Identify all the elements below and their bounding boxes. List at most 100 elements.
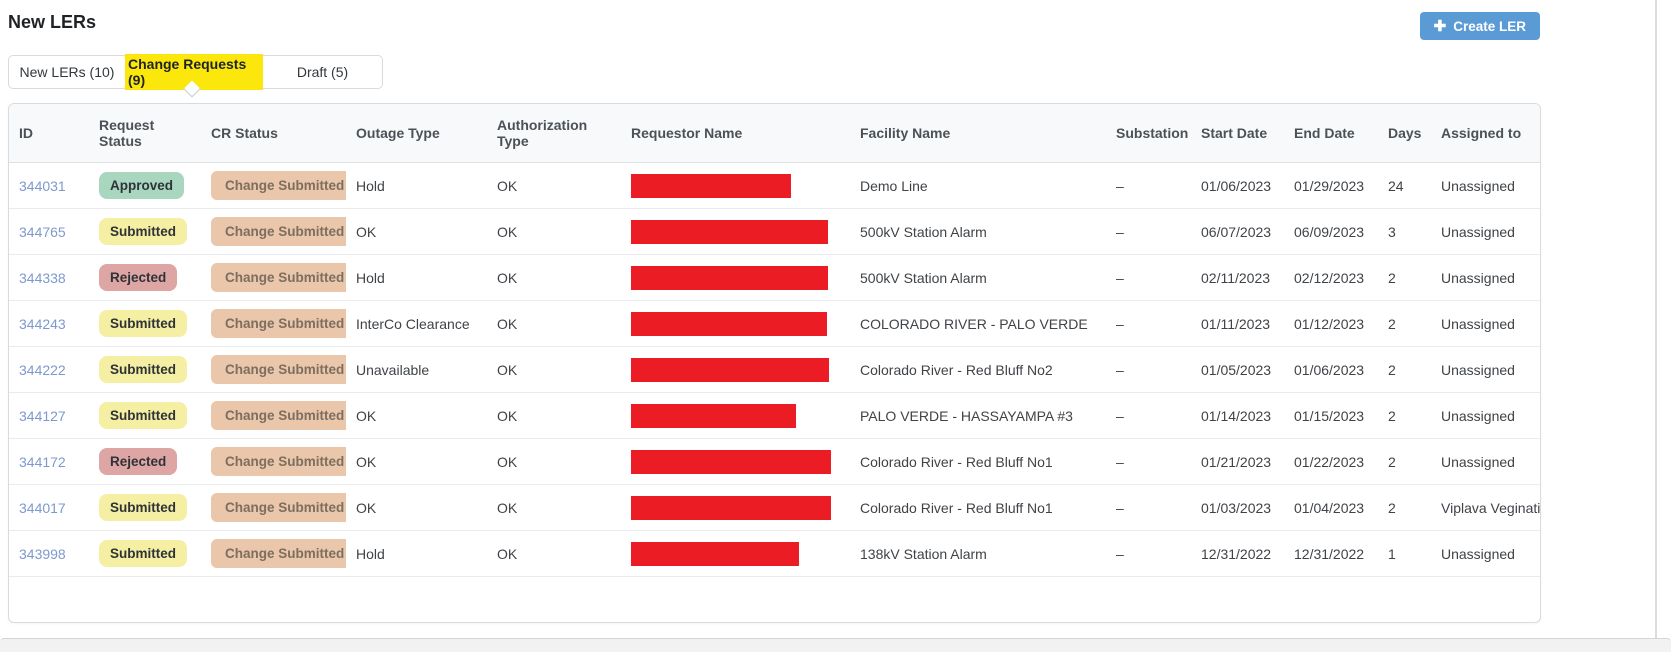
facility-name-cell: 138kV Station Alarm (850, 530, 1106, 577)
days-cell: 3 (1378, 208, 1431, 255)
table-row: 344127 Submitted Change Submitted OK OK … (9, 392, 1540, 439)
assigned-to-cell: Unassigned (1431, 208, 1540, 255)
facility-name-cell: 500kV Station Alarm (850, 208, 1106, 255)
tab-draft-label: Draft (5) (296, 64, 349, 80)
outage-type-cell: Hold (346, 162, 487, 209)
table-row: 344222 Submitted Change Submitted Unavai… (9, 346, 1540, 393)
col-header-start-date: Start Date (1191, 104, 1284, 163)
outage-type-cell: OK (346, 392, 487, 439)
assigned-to-cell: Unassigned (1431, 300, 1540, 347)
request-status-badge: Submitted (99, 310, 187, 337)
col-header-cr-status: CR Status (201, 104, 346, 163)
end-date-cell: 01/06/2023 (1284, 346, 1378, 393)
outage-type-cell: Unavailable (346, 346, 487, 393)
ler-id-link[interactable]: 344031 (19, 177, 66, 194)
change-requests-table: ID Request Status CR Status Outage Type … (9, 104, 1540, 577)
end-date-cell: 12/31/2022 (1284, 530, 1378, 577)
cr-status-badge: Change Submitted (211, 309, 346, 338)
requestor-name-redaction (631, 449, 831, 474)
table-row: 344031 Approved Change Submitted Hold OK… (9, 162, 1540, 209)
ler-id-link[interactable]: 344017 (19, 499, 66, 516)
plus-icon: ✚ (1433, 17, 1447, 35)
table-row: 344338 Rejected Change Submitted Hold OK… (9, 254, 1540, 301)
authorization-type-cell: OK (487, 346, 621, 393)
days-cell: 2 (1378, 254, 1431, 301)
col-header-facility-name: Facility Name (850, 104, 1106, 163)
facility-name-cell: COLORADO RIVER - PALO VERDE (850, 300, 1106, 347)
requestor-name-redaction (631, 495, 831, 520)
tab-draft[interactable]: Draft (5) (263, 56, 382, 88)
requestor-name-redaction (631, 541, 799, 566)
requestor-name-redaction (631, 219, 828, 244)
days-cell: 2 (1378, 392, 1431, 439)
requestor-name-redaction (631, 403, 796, 428)
table-row: 344243 Submitted Change Submitted InterC… (9, 300, 1540, 347)
ler-id-link[interactable]: 344243 (19, 315, 66, 332)
request-status-badge: Submitted (99, 540, 187, 567)
col-header-days: Days (1378, 104, 1431, 163)
ler-id-link[interactable]: 343998 (19, 545, 66, 562)
ler-id-link[interactable]: 344222 (19, 361, 66, 378)
substation-cell: – (1106, 392, 1191, 439)
assigned-to-cell: Unassigned (1431, 438, 1540, 485)
outage-type-cell: InterCo Clearance (346, 300, 487, 347)
request-status-badge: Rejected (99, 448, 178, 475)
substation-cell: – (1106, 346, 1191, 393)
outage-type-cell: Hold (346, 254, 487, 301)
outage-type-cell: Hold (346, 530, 487, 577)
end-date-cell: 01/29/2023 (1284, 162, 1378, 209)
ler-id-link[interactable]: 344765 (19, 223, 66, 240)
ler-id-link[interactable]: 344127 (19, 407, 66, 424)
cr-status-badge: Change Submitted (211, 493, 346, 522)
col-header-id: ID (9, 104, 89, 163)
start-date-cell: 01/03/2023 (1191, 484, 1284, 531)
cr-status-badge: Change Submitted (211, 217, 346, 246)
cr-status-badge: Change Submitted (211, 539, 346, 568)
request-status-badge: Submitted (99, 356, 187, 383)
days-cell: 1 (1378, 530, 1431, 577)
table-row: 344017 Submitted Change Submitted OK OK … (9, 484, 1540, 531)
outage-type-cell: OK (346, 208, 487, 255)
days-cell: 2 (1378, 484, 1431, 531)
col-header-requestor-name: Requestor Name (621, 104, 850, 163)
substation-cell: – (1106, 438, 1191, 485)
end-date-cell: 01/22/2023 (1284, 438, 1378, 485)
assigned-to-cell: Unassigned (1431, 346, 1540, 393)
requestor-name-redaction (631, 265, 828, 290)
end-date-cell: 01/04/2023 (1284, 484, 1378, 531)
ler-id-link[interactable]: 344338 (19, 269, 66, 286)
start-date-cell: 12/31/2022 (1191, 530, 1284, 577)
col-header-outage-type: Outage Type (346, 104, 487, 163)
substation-cell: – (1106, 254, 1191, 301)
facility-name-cell: PALO VERDE - HASSAYAMPA #3 (850, 392, 1106, 439)
outage-type-cell: OK (346, 438, 487, 485)
requestor-name-redaction (631, 357, 829, 382)
create-ler-button[interactable]: ✚ Create LER (1419, 12, 1540, 40)
facility-name-cell: Colorado River - Red Bluff No1 (850, 484, 1106, 531)
facility-name-cell: 500kV Station Alarm (850, 254, 1106, 301)
ler-id-link[interactable]: 344172 (19, 453, 66, 470)
start-date-cell: 02/11/2023 (1191, 254, 1284, 301)
substation-cell: – (1106, 162, 1191, 209)
substation-cell: – (1106, 300, 1191, 347)
substation-cell: – (1106, 484, 1191, 531)
end-date-cell: 02/12/2023 (1284, 254, 1378, 301)
start-date-cell: 01/14/2023 (1191, 392, 1284, 439)
col-header-substation: Substation (1106, 104, 1191, 163)
col-header-authorization-type: Authorization Type (487, 104, 621, 163)
start-date-cell: 01/05/2023 (1191, 346, 1284, 393)
tab-new-lers[interactable]: New LERs (10) (9, 56, 125, 88)
authorization-type-cell: OK (487, 254, 621, 301)
table-row: 343998 Submitted Change Submitted Hold O… (9, 530, 1540, 577)
authorization-type-cell: OK (487, 484, 621, 531)
days-cell: 2 (1378, 346, 1431, 393)
change-requests-table-card: ID Request Status CR Status Outage Type … (8, 103, 1541, 623)
authorization-type-cell: OK (487, 392, 621, 439)
end-date-cell: 06/09/2023 (1284, 208, 1378, 255)
table-row: 344172 Rejected Change Submitted OK OK C… (9, 438, 1540, 485)
table-header-row: ID Request Status CR Status Outage Type … (9, 104, 1540, 163)
page-title: New LERs (8, 12, 97, 32)
col-header-request-status: Request Status (89, 104, 201, 163)
col-header-assigned-to: Assigned to (1431, 104, 1540, 163)
